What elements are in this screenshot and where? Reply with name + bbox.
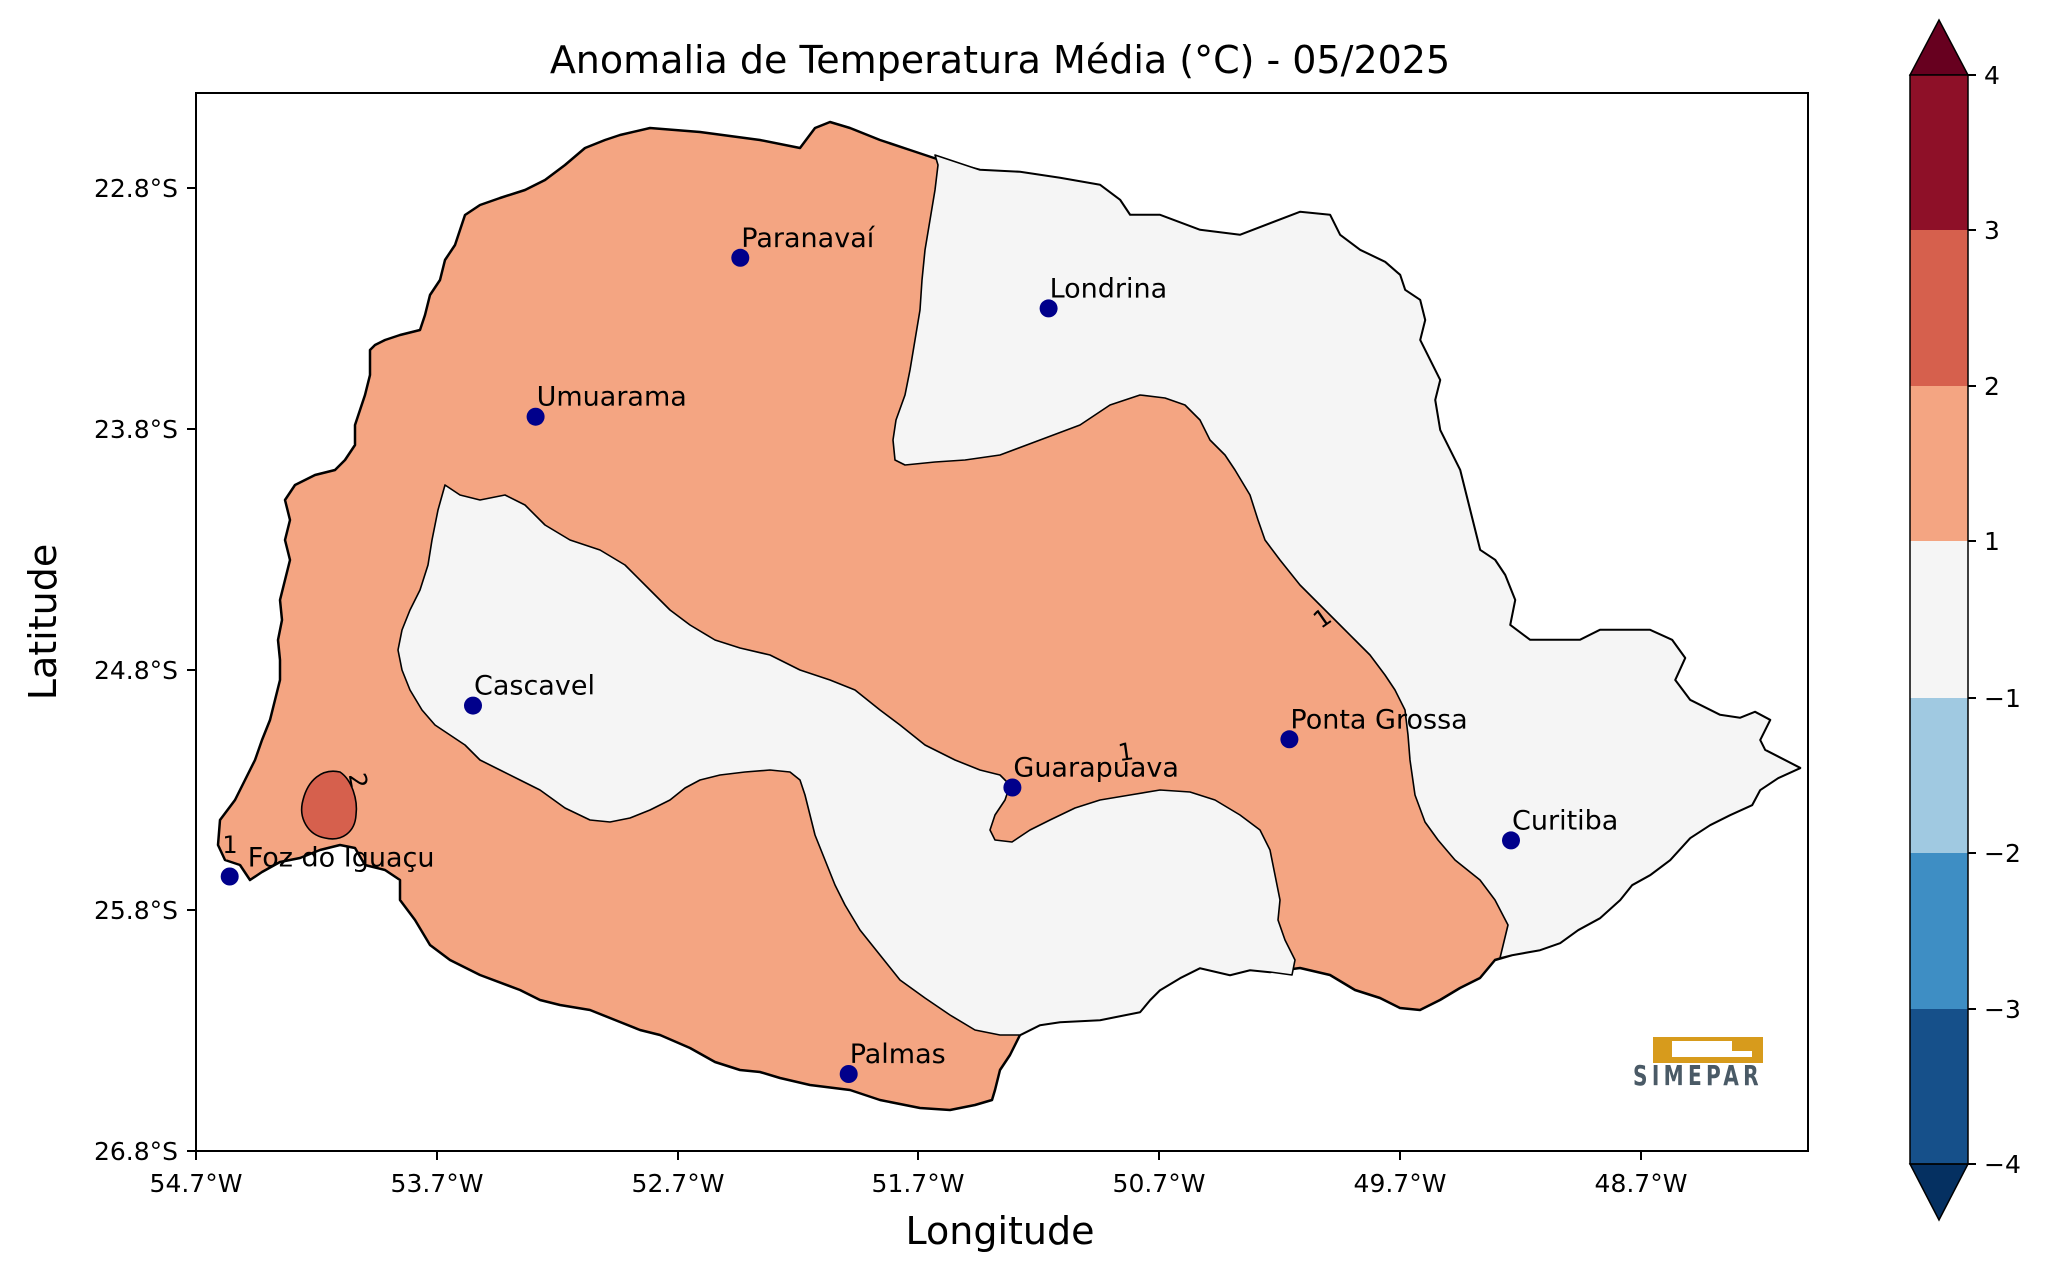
city-label: Cascavel [474, 671, 595, 702]
city-marker [1280, 730, 1299, 749]
x-axis-label: Longitude [906, 1209, 1095, 1253]
x-tick-label: 50.7°W [1113, 1169, 1206, 1198]
city-marker [1502, 831, 1520, 850]
colorbar-tick-label: 3 [1984, 216, 2000, 245]
city-label: Paranavaí [741, 223, 875, 254]
colorbar-tick-label: 1 [1984, 527, 2000, 556]
city-label: Ponta Grossa [1290, 704, 1467, 735]
colorbar-extend-min [1908, 1163, 1970, 1222]
simepar-logo-text: SIMEPAR [1633, 1059, 1763, 1092]
y-tick-label: 23.8°S [94, 415, 178, 444]
colorbar-extend-max [1908, 18, 1970, 76]
simepar-logo: SIMEPAR [1633, 1037, 1763, 1092]
colorbar-tick-label: −2 [1984, 839, 2021, 868]
city-marker [526, 407, 545, 426]
hot-spot-foz [301, 770, 358, 840]
y-tick-label: 24.8°S [94, 656, 178, 685]
contour-label: 2 [343, 771, 373, 791]
colorbar-tick-label: −4 [1984, 1150, 2021, 1179]
city-label: Guarapuava [1013, 753, 1179, 784]
city-label: Curitiba [1512, 805, 1618, 836]
contour-label: 1 [222, 831, 237, 859]
contour-label: 1 [1116, 737, 1135, 767]
colorbar-segment [1910, 386, 1968, 541]
neutral-region-central [397, 484, 1296, 1036]
city-marker [731, 248, 750, 267]
city-label: Palmas [850, 1039, 946, 1070]
map-title: Anomalia de Temperatura Média (°C) - 05/… [550, 38, 1450, 82]
x-tick-label: 48.7°W [1595, 1169, 1688, 1198]
colorbar-segment [1910, 853, 1968, 1009]
x-tick-label: 53.7°W [391, 1169, 484, 1198]
city-marker [1039, 299, 1058, 318]
y-tick-label: 22.8°S [94, 174, 178, 203]
y-axis-label: Latitude [21, 544, 65, 700]
city-marker [464, 696, 482, 715]
x-axis: 54.7°W 53.7°W 52.7°W 51.7°W 50.7°W 49.7°… [150, 1151, 1688, 1253]
y-tick-label: 26.8°S [94, 1137, 178, 1166]
neutral-region-northeast [892, 154, 1801, 959]
cities-layer: Paranavaí Londrina Umuarama Cascavel Ponta G… [220, 223, 1618, 1083]
colorbar: 4 3 2 1 −1 −2 −3 −4 [1908, 18, 2021, 1222]
colorbar-segment [1910, 698, 1968, 853]
y-axis: 22.8°S 23.8°S 24.8°S 25.8°S 26.8°S Latit… [21, 174, 196, 1166]
colorbar-segment [1910, 541, 1968, 698]
colorbar-segment [1910, 230, 1968, 386]
colorbar-segment [1910, 1009, 1968, 1164]
colorbar-segment [1910, 75, 1968, 230]
city-marker [839, 1065, 858, 1083]
city-label: Foz do Iguaçu [248, 843, 435, 874]
colorbar-tick-label: −3 [1984, 995, 2021, 1024]
map-frame [195, 92, 1809, 1152]
city-marker [1003, 778, 1022, 797]
x-tick-label: 52.7°W [632, 1169, 725, 1198]
x-tick-label: 54.7°W [150, 1169, 243, 1198]
colorbar-tick-label: −1 [1984, 684, 2021, 713]
colorbar-tick-label: 4 [1984, 61, 2000, 90]
city-label: Umuarama [537, 382, 687, 413]
x-tick-label: 51.7°W [872, 1169, 965, 1198]
city-marker [220, 867, 239, 886]
colorbar-tick-label: 2 [1984, 372, 2000, 401]
city-label: Londrina [1050, 273, 1168, 304]
y-tick-label: 25.8°S [94, 896, 178, 925]
x-tick-label: 49.7°W [1354, 1169, 1447, 1198]
